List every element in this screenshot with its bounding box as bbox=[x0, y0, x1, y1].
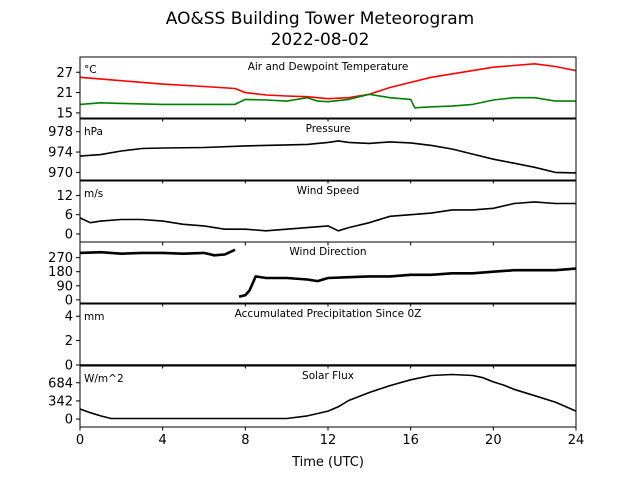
panel-2-ytick-label: 978 bbox=[48, 125, 73, 140]
panel-4-title: Wind Direction bbox=[289, 246, 366, 258]
panel-6-ytick-label: 684 bbox=[48, 376, 73, 391]
panel-5: 0 2 4 Accumulated Precipitation Since 0Z mm bbox=[65, 303, 577, 374]
panel-3-series-1 bbox=[79, 201, 576, 232]
panel-1-series-1 bbox=[79, 63, 577, 100]
panel-3-ytick-label: 12 bbox=[56, 189, 73, 204]
panel-2-title: Pressure bbox=[306, 123, 351, 135]
panel-6-ytick-label: 342 bbox=[48, 394, 73, 409]
panel-2-unit: hPa bbox=[84, 126, 103, 138]
panel-2-ytick-label: 974 bbox=[48, 146, 73, 161]
panel-6-series-1 bbox=[79, 373, 577, 420]
panel-5-ytick-label: 4 bbox=[65, 310, 73, 325]
xtick-label: 20 bbox=[485, 433, 502, 448]
panel-6-ytick-label: 0 bbox=[65, 413, 73, 428]
panel-1-series-2 bbox=[79, 93, 576, 109]
panel-3-ytick-label: 6 bbox=[65, 208, 73, 223]
panel-6: 0 342 684 Solar Flux W/m^2 bbox=[48, 365, 577, 431]
xtick-label: 8 bbox=[241, 433, 249, 448]
panel-1-ytick-label: 21 bbox=[56, 86, 73, 101]
panel-1-unit: °C bbox=[84, 64, 97, 76]
panel-2: 970 974 978 Pressure hPa bbox=[48, 118, 577, 184]
panel-4-ytick-label: 90 bbox=[56, 279, 73, 294]
panel-6-unit: W/m^2 bbox=[84, 373, 124, 385]
panel-2-ytick-label: 970 bbox=[48, 166, 73, 181]
panel-1-ytick-label: 27 bbox=[56, 66, 73, 81]
figure-title-line2: 2022-08-02 bbox=[271, 30, 370, 50]
panel-6-title: Solar Flux bbox=[302, 370, 354, 382]
xtick-label: 24 bbox=[568, 433, 585, 448]
panel-5-unit: mm bbox=[84, 311, 104, 323]
panel-1-ytick-label: 15 bbox=[56, 106, 73, 121]
panel-3: 0 6 12 Wind Speed m/s bbox=[56, 180, 577, 246]
panel-2-series-1 bbox=[79, 140, 577, 174]
xtick-label: 16 bbox=[402, 433, 419, 448]
panel-5-ytick-label: 2 bbox=[65, 334, 73, 349]
panel-1-title: Air and Dewpoint Temperature bbox=[248, 61, 409, 73]
xtick-label: 12 bbox=[320, 433, 337, 448]
panel-5-title: Accumulated Precipitation Since 0Z bbox=[235, 308, 422, 320]
panel-3-title: Wind Speed bbox=[297, 185, 360, 197]
xtick-label: 4 bbox=[159, 433, 167, 448]
panel-3-ytick-label: 0 bbox=[65, 227, 73, 242]
x-axis-label: Time (UTC) bbox=[291, 455, 364, 470]
panel-4-ytick-label: 0 bbox=[65, 293, 73, 308]
panel-1: 15 21 27 Air and Dewpoint Temperature °C bbox=[56, 56, 577, 122]
panel-3-unit: m/s bbox=[84, 188, 103, 200]
panel-4-series-1 bbox=[79, 248, 236, 257]
figure-title-line1: AO&SS Building Tower Meteorogram bbox=[166, 9, 474, 29]
panel-4-series-2 bbox=[238, 267, 577, 298]
panel-5-ytick-label: 0 bbox=[65, 359, 73, 374]
xtick-label: 0 bbox=[76, 433, 84, 448]
panel-4-ytick-label: 180 bbox=[48, 265, 73, 280]
x-axis: 0 4 8 12 16 20 24 bbox=[76, 433, 584, 448]
panel-4-ytick-label: 270 bbox=[48, 251, 73, 266]
